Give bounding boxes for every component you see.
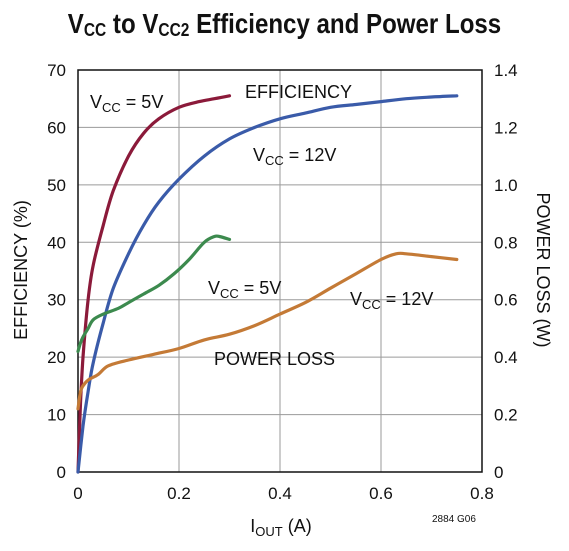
series-label-eff-12v: VCC = 12V <box>253 145 336 168</box>
series-line-eff-12v <box>76 94 459 474</box>
annotation-efficiency: EFFICIENCY <box>245 82 352 102</box>
y-left-tick-label: 0 <box>57 463 66 482</box>
series-label-loss-5v: VCC = 5V <box>208 278 281 301</box>
x-tick-label: 0.6 <box>369 484 393 503</box>
y-left-tick-label: 60 <box>47 118 66 137</box>
annotation-power-loss: POWER LOSS <box>214 349 335 369</box>
x-axis-label: IOUT (A) <box>250 516 311 539</box>
series-label-eff-5v: VCC = 5V <box>90 92 163 115</box>
series-line-eff-5v <box>76 94 232 474</box>
y-left-tick-labels: 0 10 20 30 40 50 60 70 <box>47 61 66 482</box>
x-tick-label: 0.2 <box>167 484 191 503</box>
y-left-tick-label: 40 <box>47 233 66 252</box>
y-left-tick-label: 50 <box>47 176 66 195</box>
y-left-tick-label: 70 <box>47 61 66 80</box>
y-right-tick-label: 0.2 <box>494 406 518 425</box>
y-left-tick-label: 30 <box>47 291 66 310</box>
plot-frame <box>77 69 483 473</box>
x-tick-label: 0.8 <box>470 484 494 503</box>
series-line-loss-5v <box>76 234 232 353</box>
grid-lines <box>78 70 482 472</box>
series-line-loss-12v <box>76 251 459 411</box>
chart-title: VCC to VCC2 Efficiency and Power Loss <box>67 8 502 40</box>
y-left-tick-label: 10 <box>47 406 66 425</box>
series-label-loss-12v: VCC = 12V <box>350 289 433 312</box>
y-right-tick-label: 0.8 <box>494 233 518 252</box>
x-tick-label: 0.4 <box>268 484 292 503</box>
figure-number: 2884 G06 <box>432 514 476 525</box>
y-left-axis-label: EFFICIENCY (%) <box>11 200 31 340</box>
y-right-axis-label: POWER LOSS (W) <box>533 192 553 347</box>
y-right-tick-label: 1.0 <box>494 176 518 195</box>
x-tick-label: 0 <box>73 484 82 503</box>
y-right-tick-labels: 0 0.2 0.4 0.6 0.8 1.0 1.2 1.4 <box>494 61 518 482</box>
x-tick-labels: 0 0.2 0.4 0.6 0.8 <box>73 484 494 503</box>
series-lines <box>76 94 459 474</box>
y-right-tick-label: 1.2 <box>494 118 518 137</box>
y-right-tick-label: 0.6 <box>494 291 518 310</box>
y-left-tick-label: 20 <box>47 348 66 367</box>
y-right-tick-label: 0.4 <box>494 348 518 367</box>
y-right-tick-label: 1.4 <box>494 61 518 80</box>
y-right-tick-label: 0 <box>494 463 503 482</box>
